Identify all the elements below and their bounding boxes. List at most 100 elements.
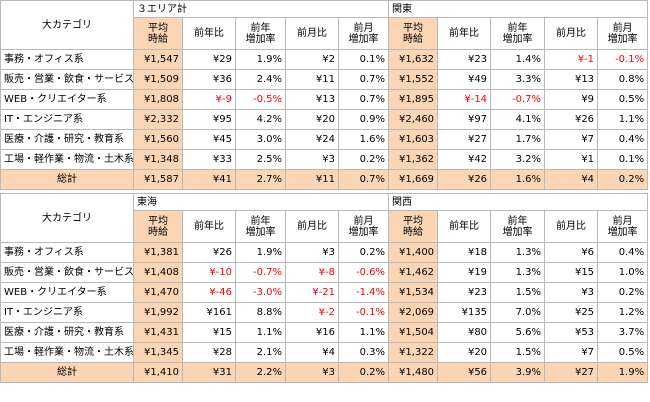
table-cell: ¥29 [182,49,236,70]
table-cell: ¥1,381 [133,242,183,263]
table-cell: 0.9% [337,109,390,130]
table-cell: 1.5% [490,282,546,303]
total-cell: 3.9% [490,362,546,383]
column-header: 前年比 [182,17,236,50]
table-cell: ¥1,504 [388,322,439,343]
table-cell: 8.8% [235,302,286,323]
table-cell: ¥1,808 [133,89,183,110]
region-header-right: 関西 [388,193,649,211]
table-cell: ¥1,322 [388,342,439,363]
table-cell: -0.7% [490,89,546,110]
total-cell: ¥41 [182,169,236,190]
total-cell: 1.9% [597,362,649,383]
column-header: 平均 時給 [133,210,183,243]
column-header: 前年比 [182,210,236,243]
table-cell: 1.7% [490,129,546,150]
column-header: 前月 増加率 [597,210,649,243]
category-label: 事務・オフィス系 [0,49,134,70]
table-cell: ¥-14 [437,89,492,110]
table-cell: ¥7 [544,342,599,363]
table-cell: ¥6 [544,242,599,263]
table-cell: ¥7 [544,129,599,150]
table-cell: ¥16 [285,322,339,343]
total-label: 総計 [0,362,134,383]
total-cell: ¥1,410 [133,362,183,383]
table-cell: 0.4% [597,242,649,263]
table-row: WEB・クリエイター系 ¥1,808 ¥-9 -0.5% ¥13 0.7% ¥1,895 ¥-… [0,89,649,110]
table-cell: 0.7% [337,69,390,90]
table-row: IT・エンジニア系 ¥2,332 ¥95 4.2% ¥20 0.9% ¥2,460 ¥97 4.… [0,109,649,130]
table-row: 事務・オフィス系 ¥1,547 ¥29 1.9% ¥2 0.1% ¥1,632 ¥23 1.4%… [0,49,649,70]
table-cell: ¥135 [437,302,492,323]
column-header: 前月比 [544,17,599,50]
table-cell: ¥-10 [182,262,236,283]
column-header: 前年 増加率 [490,210,546,243]
table-cell: ¥25 [544,302,599,323]
table-cell: ¥3 [544,282,599,303]
total-cell: 2.7% [235,169,286,190]
table-cell: 2.1% [235,342,286,363]
table-cell: ¥-2 [285,302,339,323]
table-cell: ¥45 [182,129,236,150]
table-cell: ¥2 [285,49,339,70]
table-cell: 1.1% [337,322,390,343]
column-header: 前年 増加率 [235,210,286,243]
table-cell: ¥2,069 [388,302,439,323]
table-cell: 1.1% [597,109,649,130]
table-cell: ¥1 [544,149,599,170]
column-header: 前月比 [544,210,599,243]
region-header-left: 東海 [132,193,390,211]
table-cell: 0.5% [597,89,649,110]
table-cell: ¥49 [437,69,492,90]
region-header-left: ３エリア計 [132,0,390,18]
table-cell: ¥95 [182,109,236,130]
table-cell: -1.4% [337,282,390,303]
table-cell: ¥2,332 [133,109,183,130]
table-cell: 4.2% [235,109,286,130]
category-label: 工場・軽作業・物流・土木系 [0,149,134,170]
column-header: 前月比 [285,17,339,50]
table-cell: 0.1% [597,149,649,170]
table-cell: ¥24 [285,129,339,150]
table-cell: ¥161 [182,302,236,323]
table-cell: ¥1,895 [388,89,439,110]
table-cell: 7.0% [490,302,546,323]
category-label: IT・エンジニア系 [0,302,134,323]
region-header-right: 関東 [388,0,649,18]
table-cell: 1.1% [235,322,286,343]
total-label: 総計 [0,169,134,190]
table-cell: -0.6% [337,262,390,283]
table-cell: ¥15 [182,322,236,343]
table-cell: ¥-9 [182,89,236,110]
category-label: IT・エンジニア系 [0,109,134,130]
subheader-row: 平均 時給 前年比 前年 増加率 前月比 前月 増加率 平均 時給 前年比 前年 増加率 前月比… [1,17,649,50]
table-cell: 3.2% [490,149,546,170]
table-cell: 3.3% [490,69,546,90]
table-cell: -0.7% [235,262,286,283]
table-cell: ¥26 [544,109,599,130]
total-cell: ¥4 [544,169,599,190]
total-cell: ¥3 [285,362,339,383]
total-row: 総計 ¥1,587 ¥41 2.7% ¥11 0.7% ¥1,669 ¥26 1.6% ¥4 0.2… [0,169,649,190]
table-cell: ¥19 [437,262,492,283]
table-cell: 5.6% [490,322,546,343]
table-cell: 4.1% [490,109,546,130]
table-row: 医療・介護・研究・教育系 ¥1,560 ¥45 3.0% ¥24 1.6% ¥1,603 ¥2… [0,129,649,150]
table-cell: ¥1,992 [133,302,183,323]
category-label: 事務・オフィス系 [0,242,134,263]
table-cell: ¥15 [544,262,599,283]
table-cell: ¥1,462 [388,262,439,283]
table-cell: 0.2% [597,282,649,303]
total-cell: ¥31 [182,362,236,383]
table-cell: 1.3% [490,242,546,263]
column-header: 平均 時給 [388,210,439,243]
table-cell: ¥1,552 [388,69,439,90]
table-row: IT・エンジニア系 ¥1,992 ¥161 8.8% ¥-2 -0.1% ¥2,069 ¥13… [0,302,649,323]
table-cell: 1.5% [490,342,546,363]
table-cell: ¥1,560 [133,129,183,150]
table-cell: 2.4% [235,69,286,90]
table-row: WEB・クリエイター系 ¥1,470 ¥-46 -3.0% ¥-21 -1.4% ¥1,53… [0,282,649,303]
table-row: 工場・軽作業・物流・土木系 ¥1,345 ¥28 2.1% ¥4 0.3% ¥1,322 ¥2… [0,342,649,363]
category-label: WEB・クリエイター系 [0,89,134,110]
table-cell: 3.7% [597,322,649,343]
